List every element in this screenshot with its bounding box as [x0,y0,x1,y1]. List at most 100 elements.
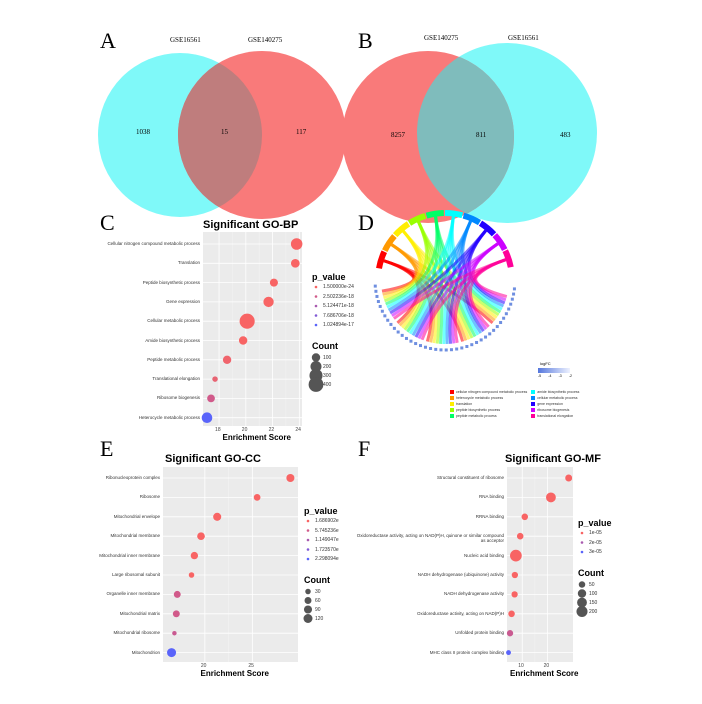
gene-logfc-box [418,344,422,348]
data-point [506,650,511,656]
data-point [197,532,205,541]
category-label: MHC class II protein complex binding [429,649,504,655]
legend-label: 1.686902e [315,518,339,524]
category-label: Amide biosynthetic process [145,337,200,343]
gene-logfc-box [389,322,393,326]
legend-label: 2.298094e [315,556,339,562]
chord-legend-item: cellular nitrogen compound metabolic pro… [450,389,527,395]
legend-label: 90 [315,606,321,613]
venn-b [342,43,597,223]
legend-label: 100 [323,354,332,361]
legend-key [305,588,311,595]
legend-label: 1.024894e-17 [323,322,354,328]
data-point [510,549,522,562]
venn-b-value: 8257 [391,131,405,139]
data-point [269,278,278,287]
legend-key [310,360,322,373]
chord-legend-item: peptide biosynthetic process [450,407,527,413]
legend-label: 2e-05 [589,539,602,546]
plot-panel [203,232,302,426]
gene-logfc-box [492,328,496,332]
data-point [173,590,181,598]
x-tick-label: 24 [295,427,301,433]
category-label: Mitochondrial inner membrane [99,552,160,558]
legend-key [303,613,313,624]
panel-label-d: D [358,210,374,235]
legend-label: 2.502236e-18 [323,293,354,300]
legend-swatch [450,396,454,400]
chord-term-arc [392,221,411,238]
gene-logfc-box [392,326,396,330]
data-point [213,512,222,521]
legend-label: 1.500000e-24 [323,284,354,290]
venn-a-set2-label: GSE140275 [248,36,283,44]
data-point [172,630,177,636]
gene-logfc-box [455,347,459,351]
gene-logfc-box [429,346,433,350]
gene-logfc-box [444,348,448,352]
panel-label-a: A [100,28,116,53]
category-label: RNA binding [478,494,504,500]
legend-label: amide biosynthetic process [537,390,580,394]
legend-title-pvalue: p_value [578,518,612,528]
legend-label: gene expression [537,402,563,406]
legend-key [314,323,318,327]
venn-b-value: 483 [560,131,571,139]
x-tick-label: 18 [215,427,221,433]
legend-label: peptide biosynthetic process [456,408,501,412]
data-point [516,532,524,540]
chord-legend-item: cellular metabolic process [531,395,590,401]
category-label: Cellular metabolic process [147,318,200,324]
data-point [239,313,255,329]
legend-title-count: Count [304,574,330,585]
data-point [286,473,295,483]
data-point [167,648,177,658]
category-label: Translation [177,260,200,266]
legend-title-count: Count [312,340,338,351]
gene-logfc-box [475,340,479,344]
category-label: Mitochondrion [131,649,160,655]
legend-label: 1e-05 [589,530,602,536]
panel-label-b: B [358,28,373,53]
data-point [188,572,195,578]
legend-label: 60 [315,597,321,604]
legend-key [314,314,318,317]
venn-b-value: 811 [476,131,487,139]
gene-logfc-box [495,325,499,329]
category-label: Ribosome biogenesis [156,395,200,401]
x-axis-title: Enrichment Score [510,669,579,678]
gene-logfc-box [479,338,483,342]
legend-swatch [450,414,454,418]
legend-key [314,295,318,298]
data-point [222,355,232,364]
data-point [190,551,199,560]
gene-logfc-box [499,321,503,325]
category-label: Peptide metabolic process [147,356,200,362]
logfc-scale-title: logFC [540,361,551,366]
x-tick-label: 10 [518,663,524,669]
data-point [506,630,514,637]
legend-key [580,550,584,554]
category-label: Mitochondrial matrix [119,610,160,616]
gene-logfc-box [470,343,474,347]
chord-legend-item: peptide metabolic process [450,413,527,419]
data-point [201,412,213,423]
x-tick-label: 20 [241,427,248,433]
legend-key [304,597,312,604]
category-label: Oxidoreductase activity, acting on NAD(P… [417,610,504,616]
legend-swatch [531,414,536,418]
gene-logfc-box [439,348,443,352]
chord-legend-item: ribosome biogenesis [531,407,590,413]
gene-logfc-box [512,287,516,291]
venn-b-set2-label: GSE16561 [508,34,539,42]
legend-label: 1.149047e [315,537,339,543]
gene-logfc-box [465,344,469,348]
category-label: Structural constituent of ribosome [436,475,504,480]
chord-legend: cellular nitrogen compound metabolic pro… [450,389,590,419]
gene-logfc-box [409,339,413,343]
tick: -2 [568,374,572,378]
venn-b-overlap [417,51,514,223]
legend-title-pvalue: p_value [304,506,338,516]
gene-logfc-box [396,330,400,334]
